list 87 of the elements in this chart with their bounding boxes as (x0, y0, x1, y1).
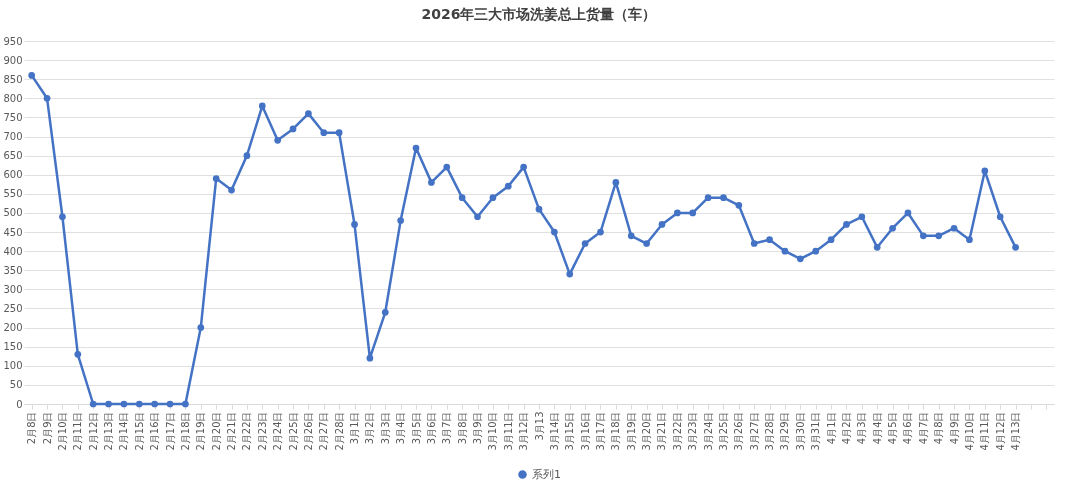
x-tick-label: 3月1日 (349, 411, 361, 445)
x-tick-label: 2月14日 (118, 411, 130, 451)
x-tick-label: 3月3日 (379, 411, 391, 445)
y-tick-label: 700 (3, 131, 23, 143)
x-tick-label: 4月10日 (963, 411, 975, 451)
y-tick-label: 400 (3, 245, 23, 257)
x-tick-label: 2月26日 (302, 411, 314, 451)
x-tick-label: 3月4日 (395, 411, 407, 445)
x-tick-label: 3月2日 (364, 411, 376, 445)
y-tick-label: 650 (3, 150, 23, 162)
x-tick-label: 2月10日 (56, 411, 68, 451)
x-tick-label: 4月11日 (979, 411, 991, 451)
y-tick-label: 300 (3, 283, 23, 295)
x-tick-label: 3月14日 (548, 411, 560, 451)
x-tick-label: 3月26日 (733, 411, 745, 451)
x-tick-label: 3月6日 (425, 411, 437, 445)
x-tick-label: 2月19日 (195, 411, 207, 451)
x-tick-label: 2月24日 (272, 411, 284, 451)
x-tick-label: 2月9日 (41, 411, 53, 445)
x-tick-label: 2月13日 (103, 411, 115, 451)
x-tick-label: 3月9日 (472, 411, 484, 445)
x-tick-label: 3月20日 (641, 411, 653, 451)
y-tick-label: 750 (3, 111, 23, 123)
x-tick-label: 2月27日 (318, 411, 330, 451)
y-tick-label: 100 (3, 360, 23, 372)
legend-label: 系列1 (532, 467, 561, 481)
x-tick-label: 3月28日 (764, 411, 776, 451)
x-tick-label: 3月30日 (794, 411, 806, 451)
y-tick-label: 50 (9, 379, 23, 391)
x-tick-label: 2月18日 (179, 411, 191, 451)
x-tick-label: 2月11日 (72, 411, 84, 451)
y-tick-label: 250 (3, 302, 23, 314)
x-tick-label: 3月23日 (687, 411, 699, 451)
x-tick-label: 3月5日 (410, 411, 422, 445)
x-tick-label: 3月10日 (487, 411, 499, 451)
x-tick-label: 4月4日 (871, 411, 883, 445)
x-tick-label: 4月7日 (917, 411, 929, 445)
y-tick-label: 0 (16, 398, 23, 410)
x-tick-label: 2月23日 (256, 411, 268, 451)
chart-title: 2026年三大市场洗姜总上货量（车） (421, 6, 657, 22)
x-tick-label: 4月9日 (948, 411, 960, 445)
x-tick-label: 3月31日 (810, 411, 822, 451)
x-tick-label: 2月20日 (210, 411, 222, 451)
y-tick-label: 950 (3, 35, 23, 47)
x-tick-label: 2月21日 (226, 411, 238, 451)
x-tick-label: 2月25日 (287, 411, 299, 451)
x-tick-label: 4月2日 (840, 411, 852, 445)
x-tick-label: 3月13 (533, 411, 545, 441)
x-tick-label: 3月12日 (518, 411, 530, 451)
x-tick-label: 4月5日 (887, 411, 899, 445)
y-tick-label: 900 (3, 54, 23, 66)
x-tick-label: 4月6日 (902, 411, 914, 445)
x-tick-label: 2月16日 (149, 411, 161, 451)
y-tick-label: 550 (3, 188, 23, 200)
x-tick-label: 3月15日 (564, 411, 576, 451)
y-tick-label: 200 (3, 322, 23, 334)
x-tick-label: 3月19日 (625, 411, 637, 451)
x-tick-label: 2月22日 (241, 411, 253, 451)
x-tick-label: 4月8日 (933, 411, 945, 445)
x-tick-label: 3月29日 (779, 411, 791, 451)
x-tick-label: 3月22日 (671, 411, 683, 451)
x-tick-label: 2月8日 (26, 411, 38, 445)
x-tick-label: 3月24日 (702, 411, 714, 451)
y-tick-label: 350 (3, 264, 23, 276)
x-tick-label: 2月15日 (133, 411, 145, 451)
x-tick-label: 3月25日 (717, 411, 729, 451)
y-tick-label: 850 (3, 73, 23, 85)
y-tick-label: 600 (3, 169, 23, 181)
x-tick-label: 3月18日 (610, 411, 622, 451)
x-tick-label: 3月7日 (441, 411, 453, 445)
x-tick-label: 3月16日 (579, 411, 591, 451)
x-tick-label: 3月11日 (502, 411, 514, 451)
y-tick-label: 800 (3, 92, 23, 104)
x-tick-label: 3月27日 (748, 411, 760, 451)
x-tick-label: 4月1日 (825, 411, 837, 445)
x-tick-label: 3月8日 (456, 411, 468, 445)
y-tick-label: 500 (3, 207, 23, 219)
x-tick-label: 4月3日 (856, 411, 868, 445)
y-tick-label: 450 (3, 226, 23, 238)
x-tick-label: 3月17日 (594, 411, 606, 451)
x-tick-label: 3月21日 (656, 411, 668, 451)
x-tick-label: 4月12日 (994, 411, 1006, 451)
x-tick-label: 2月17日 (164, 411, 176, 451)
x-tick-label: 4月13日 (1010, 411, 1022, 451)
y-tick-label: 150 (3, 341, 23, 353)
x-tick-label: 2月12日 (87, 411, 99, 451)
x-tick-label: 2月28日 (333, 411, 345, 451)
